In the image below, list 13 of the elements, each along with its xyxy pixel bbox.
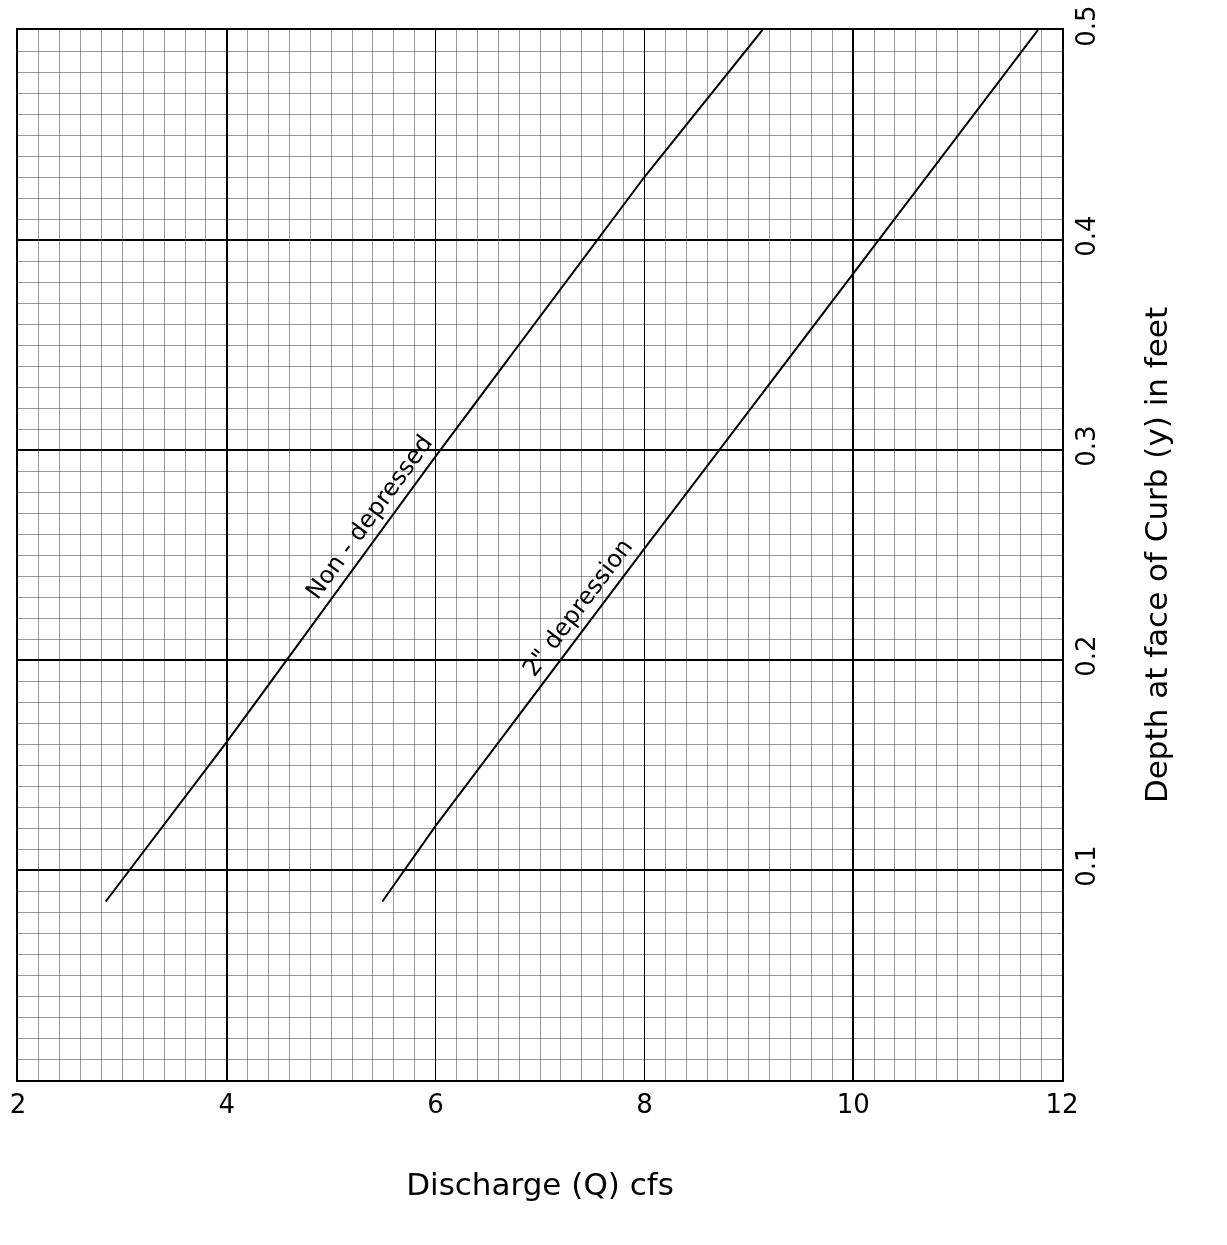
x-tick-label: 4 [218,1089,236,1120]
x-tick-label: 10 [836,1089,870,1120]
x-tick-label: 6 [427,1089,444,1120]
x-axis-title: Discharge (Q) cfs [406,1165,674,1202]
x-tick-label: 12 [1045,1089,1079,1120]
x-tick-label: 8 [636,1089,653,1120]
x-tick-label: 2 [9,1089,27,1120]
y-tick-label: 0.3 [1071,425,1102,467]
y-axis-title: Depth at face of Curb (y) in feet [1137,306,1174,804]
y-tick-label: 0.5 [1071,5,1102,47]
y-tick-label: 0.1 [1071,845,1102,887]
y-tick-label: 0.2 [1071,635,1102,677]
y-tick-label: 0.4 [1071,215,1102,257]
